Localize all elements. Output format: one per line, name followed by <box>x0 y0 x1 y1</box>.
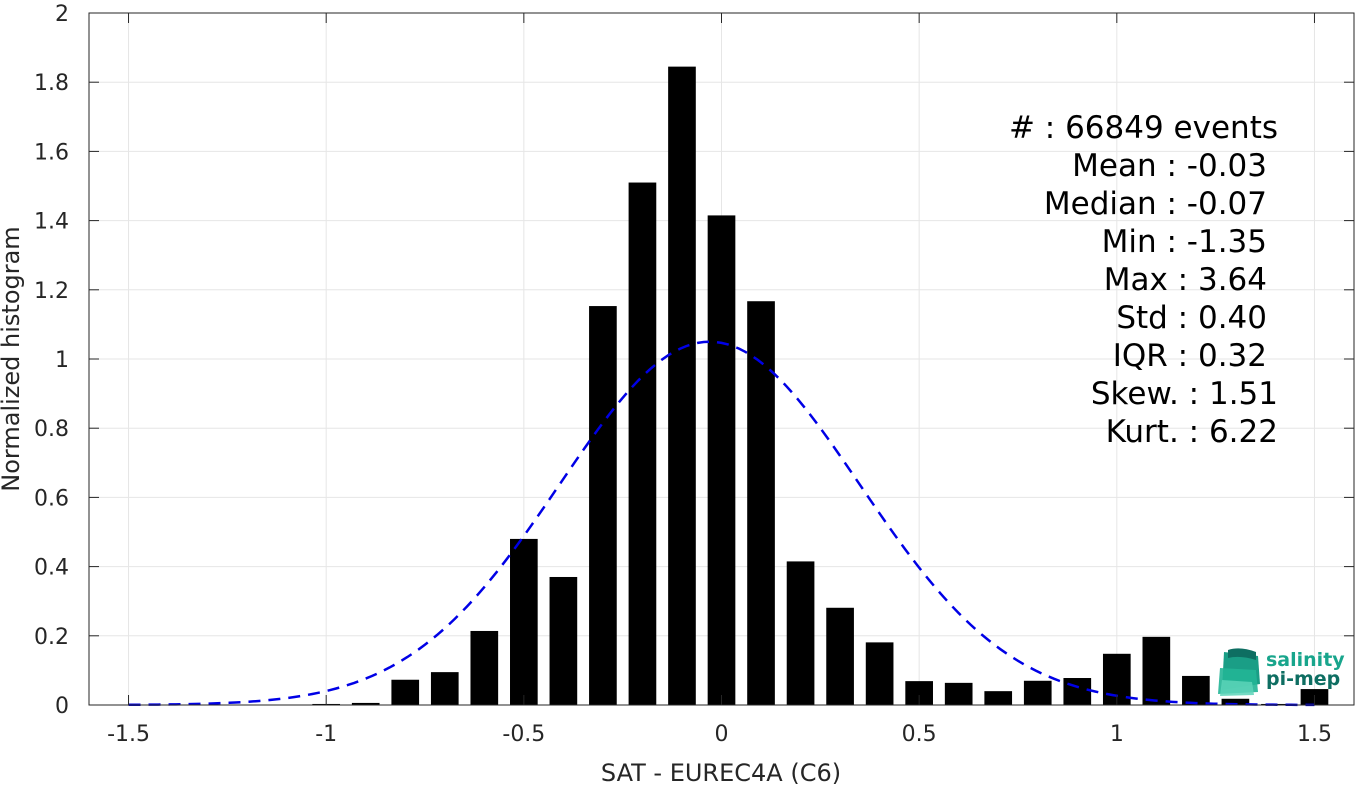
histogram-bar <box>391 679 420 705</box>
stat-max: Max : 3.64 <box>1104 262 1267 298</box>
histogram-bar <box>549 576 578 705</box>
histogram-bar <box>1182 675 1210 705</box>
histogram-bar <box>1063 678 1092 705</box>
y-axis-label: Normalized histogram <box>0 226 25 491</box>
stat-min: Min : -1.35 <box>1102 224 1267 260</box>
y-tick-label: 0 <box>55 694 69 719</box>
histogram-bar <box>351 702 380 705</box>
x-tick-label: 1 <box>1110 722 1124 747</box>
y-tick-label: 1.6 <box>34 140 69 165</box>
histogram-bar <box>510 538 538 705</box>
statistics-box: # : 66849 events Mean : -0.03 Median : -… <box>1009 110 1278 450</box>
x-tick-label: 1.5 <box>1297 722 1332 747</box>
x-axis-label: SAT - EUREC4A (C6) <box>601 759 841 785</box>
histogram-bar <box>628 182 657 706</box>
y-tick-label: 1.2 <box>34 279 69 304</box>
y-tick-label: 0.4 <box>34 556 69 581</box>
histogram-bar <box>747 301 775 705</box>
histogram-bar <box>1142 636 1171 705</box>
histogram-bar <box>1023 680 1052 705</box>
histogram-bar <box>668 66 696 705</box>
logo-text-salinity: salinity <box>1266 649 1345 671</box>
histogram-bar <box>905 681 933 705</box>
stat-events: # : 66849 events <box>1009 110 1278 146</box>
y-tick-label: 2 <box>55 2 69 27</box>
axes <box>88 12 1355 706</box>
stat-kurt: Kurt. : 6.22 <box>1106 414 1278 450</box>
y-tick-label: 1.4 <box>34 210 69 235</box>
histogram-bar <box>589 306 617 705</box>
histogram-bar <box>707 215 736 705</box>
x-tick-label: -1.5 <box>107 722 150 747</box>
x-tick-label: 0 <box>715 722 729 747</box>
histogram-bar <box>470 630 499 705</box>
x-tick-label: -0.5 <box>502 722 545 747</box>
stat-skew: Skew. : 1.51 <box>1091 376 1278 412</box>
x-tick-label: -1 <box>315 722 337 747</box>
y-tick-label: 1.8 <box>34 71 69 96</box>
wave-logo-icon <box>1218 648 1260 696</box>
y-tick-label: 0.6 <box>34 486 69 511</box>
y-tick-label: 0.2 <box>34 625 69 650</box>
y-tick-label: 0.8 <box>34 417 69 442</box>
logo-text-pi-mep: pi-mep <box>1266 668 1340 690</box>
x-tick-label: 0.5 <box>902 722 937 747</box>
histogram-bar <box>865 642 894 705</box>
histogram-bar <box>1221 698 1250 705</box>
stat-iqr: IQR : 0.32 <box>1113 338 1267 374</box>
histogram-bar <box>786 561 815 705</box>
stat-mean: Mean : -0.03 <box>1072 148 1267 184</box>
y-tick-labels: 0 0.2 0.4 0.6 0.8 1 1.2 1.4 1.6 1.8 2 <box>34 2 69 719</box>
histogram-bar <box>826 607 854 705</box>
histogram-bar <box>944 682 973 705</box>
y-tick-label: 1 <box>55 348 69 373</box>
salinity-pi-mep-logo: salinity pi-mep <box>1218 648 1345 696</box>
histogram-bar <box>430 672 459 705</box>
histogram-bar <box>984 691 1013 705</box>
stat-median: Median : -0.07 <box>1044 186 1267 222</box>
stat-std: Std : 0.40 <box>1116 300 1267 336</box>
x-tick-labels: -1.5 -1 -0.5 0 0.5 1 1.5 <box>107 722 1332 747</box>
